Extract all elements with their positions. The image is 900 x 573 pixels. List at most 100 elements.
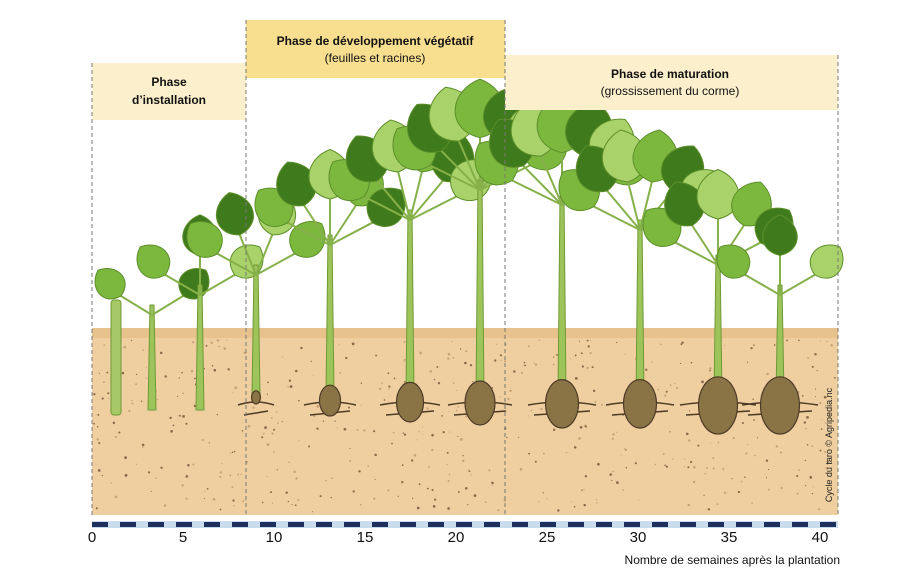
speck (687, 503, 691, 507)
speck (594, 400, 597, 404)
speck (140, 400, 143, 402)
speck (624, 448, 627, 451)
speck (754, 454, 756, 457)
speck (527, 345, 530, 348)
speck (452, 382, 455, 384)
speck (264, 426, 267, 430)
speck (206, 487, 209, 490)
speck (468, 470, 471, 472)
speck (261, 436, 264, 439)
speck (281, 420, 283, 423)
speck (469, 364, 473, 367)
speck (93, 422, 96, 425)
speck (765, 459, 769, 462)
speck (816, 369, 818, 372)
speck (373, 430, 376, 433)
speck (824, 450, 827, 454)
speck (574, 377, 578, 380)
speck (160, 466, 163, 469)
speck (273, 451, 275, 453)
speck (709, 367, 712, 370)
speck (182, 415, 185, 418)
speck (825, 467, 829, 470)
taro-plants (94, 78, 844, 435)
speck (313, 415, 316, 418)
speck (374, 453, 377, 457)
speck (266, 443, 270, 447)
speck (538, 501, 540, 503)
speck (557, 509, 560, 512)
speck (819, 340, 822, 342)
speck (716, 503, 719, 505)
speck (703, 494, 705, 496)
speck (733, 437, 735, 439)
tick-label: 25 (539, 529, 556, 546)
speck (542, 492, 544, 494)
speck (753, 419, 755, 421)
petiole (409, 180, 444, 221)
petiole (458, 140, 481, 191)
speck (705, 466, 708, 469)
speck (403, 433, 407, 436)
credit: Cycle du taro © Agripedia.nc (824, 387, 834, 502)
speck (462, 459, 465, 463)
speck (367, 465, 370, 467)
speck (620, 455, 622, 457)
corm (759, 376, 801, 435)
speck (524, 364, 526, 367)
speck (460, 438, 463, 441)
petiole (363, 195, 411, 221)
speck (833, 376, 836, 379)
speck (293, 470, 296, 474)
speck (232, 499, 235, 502)
speck (363, 429, 366, 432)
speck (709, 369, 711, 372)
speck (485, 501, 487, 503)
speck (135, 463, 138, 465)
speck (121, 371, 125, 375)
speck (107, 392, 110, 395)
speck (237, 473, 240, 476)
speck (449, 431, 451, 433)
speck (747, 361, 749, 363)
speck (773, 344, 776, 346)
petiole (675, 241, 719, 266)
corm (318, 384, 342, 417)
speck (356, 428, 359, 431)
speck (403, 340, 406, 344)
speck (452, 356, 455, 359)
speck (830, 344, 833, 347)
speck (101, 397, 104, 400)
speck (609, 473, 612, 476)
speck (114, 495, 118, 499)
speck (294, 369, 298, 373)
corm (464, 380, 496, 426)
speck (387, 372, 390, 375)
petiole (303, 204, 331, 246)
leaf (215, 192, 254, 236)
speck (216, 339, 220, 342)
speck (681, 341, 684, 344)
speck (192, 341, 195, 344)
speck (429, 370, 433, 373)
speck (266, 475, 269, 478)
speck (672, 458, 674, 460)
speck (712, 467, 715, 470)
speck (261, 501, 264, 504)
speck (155, 477, 157, 479)
speck (503, 360, 507, 363)
speck (513, 370, 516, 373)
speck (145, 367, 147, 369)
speck (665, 390, 668, 393)
speck (657, 389, 659, 391)
speck (334, 420, 336, 422)
speck (336, 427, 338, 429)
speck (495, 343, 498, 345)
speck (170, 429, 173, 433)
speck (592, 389, 596, 393)
speck (768, 468, 770, 471)
speck (684, 465, 686, 468)
tick-label: 40 (812, 529, 829, 546)
speck (289, 385, 293, 389)
speck (457, 435, 459, 438)
